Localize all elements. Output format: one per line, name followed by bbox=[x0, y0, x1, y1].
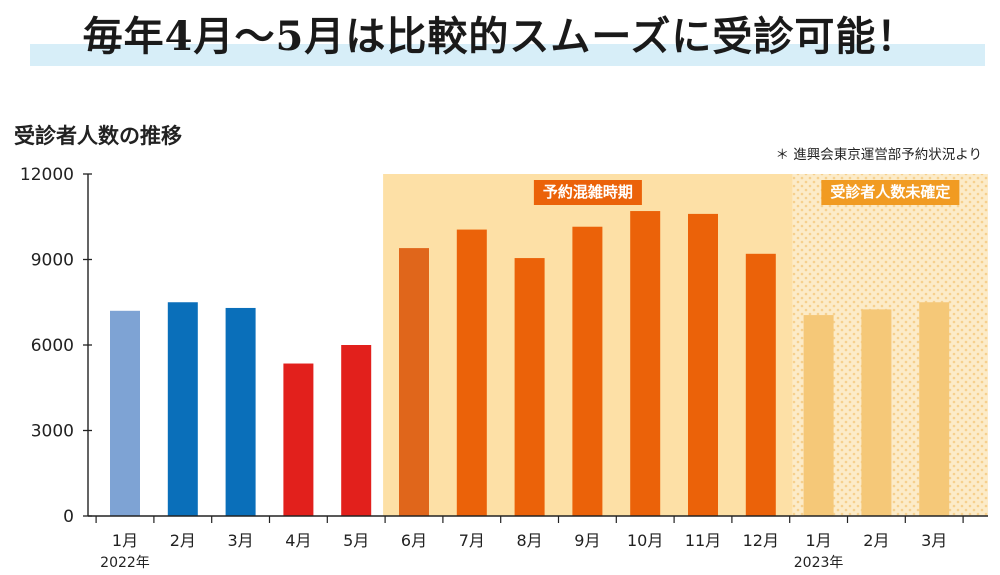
ytick-label-2: 6000 bbox=[31, 336, 74, 356]
ytick-label-0: 0 bbox=[63, 507, 74, 527]
category-label-9: 10月 bbox=[627, 531, 663, 550]
region-badge-1 bbox=[821, 180, 960, 205]
chart-title: 受診者人数の推移 bbox=[14, 124, 182, 148]
category-label-4: 5月 bbox=[343, 531, 369, 550]
bar-9 bbox=[630, 211, 661, 517]
category-label-5: 6月 bbox=[401, 531, 427, 550]
bar-14 bbox=[919, 302, 950, 516]
category-label-6: 7月 bbox=[459, 531, 485, 550]
category-label-12: 1月 bbox=[806, 531, 832, 550]
headline: 毎年4月〜5月は比較的スムーズに受診可能！ bbox=[82, 13, 918, 60]
region-badge-0 bbox=[533, 180, 642, 205]
ytick-label-3: 9000 bbox=[31, 251, 74, 271]
bar-4 bbox=[341, 345, 372, 516]
category-label-10: 11月 bbox=[685, 531, 721, 550]
ytick-label-4: 12000 bbox=[20, 165, 74, 185]
year-label-0: 2022年 bbox=[100, 555, 150, 571]
category-label-1: 2月 bbox=[170, 531, 196, 550]
bar-11 bbox=[745, 253, 776, 517]
bar-3 bbox=[283, 363, 314, 516]
ytick-label-1: 3000 bbox=[31, 422, 74, 442]
bar-5 bbox=[399, 248, 429, 516]
category-label-7: 8月 bbox=[517, 531, 543, 550]
category-label-11: 12月 bbox=[743, 531, 779, 550]
bar-10 bbox=[688, 213, 718, 516]
category-label-8: 9月 bbox=[574, 531, 600, 550]
source-note: ＊ 進興会東京運営部予約状況より bbox=[775, 147, 982, 163]
category-label-0: 1月 bbox=[112, 531, 138, 550]
category-label-13: 2月 bbox=[863, 531, 889, 550]
region-label-0: 予約混雑時期 bbox=[543, 183, 633, 201]
bar-6 bbox=[456, 229, 487, 516]
bar-12 bbox=[803, 315, 834, 516]
bar-13 bbox=[861, 309, 892, 516]
bar-8 bbox=[572, 226, 603, 516]
category-label-3: 4月 bbox=[285, 531, 311, 550]
bar-2 bbox=[225, 307, 256, 516]
year-label-1: 2023年 bbox=[794, 555, 844, 571]
category-label-2: 3月 bbox=[228, 531, 254, 550]
region-label-1: 受診者人数未確定 bbox=[830, 183, 950, 201]
bar-0 bbox=[110, 310, 140, 516]
bar-7 bbox=[514, 258, 545, 516]
headline-band bbox=[30, 44, 985, 66]
category-label-14: 3月 bbox=[921, 531, 947, 550]
bar-1 bbox=[167, 302, 198, 516]
